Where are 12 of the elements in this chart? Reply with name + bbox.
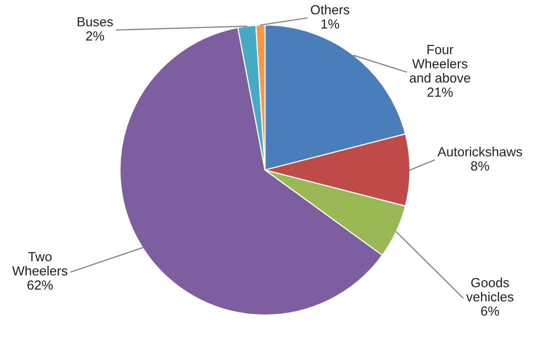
slice-label: Four Wheelers and above bbox=[410, 45, 470, 83]
data-label: 1% bbox=[321, 19, 340, 29]
data-label: 21% bbox=[427, 88, 453, 97]
slice-label: Others bbox=[310, 4, 350, 14]
data-label: 2% bbox=[86, 31, 104, 41]
data-label: 8% bbox=[471, 161, 490, 171]
slice-label: Autorickshaws bbox=[437, 146, 522, 156]
data-label: 62% bbox=[27, 280, 53, 290]
data-label: 6% bbox=[481, 306, 500, 316]
slice-label: Goods vehicles bbox=[466, 278, 514, 302]
slice-label: Buses bbox=[78, 17, 113, 26]
slice-label: Two Wheelers bbox=[12, 252, 68, 276]
